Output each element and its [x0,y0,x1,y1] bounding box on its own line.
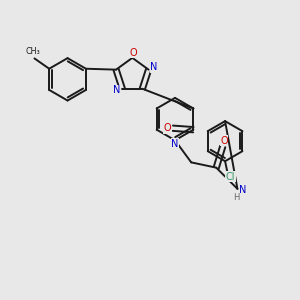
Text: O: O [130,48,138,58]
Text: N: N [113,85,121,95]
Text: H: H [233,193,239,202]
Text: O: O [164,123,171,133]
Text: CH₃: CH₃ [26,47,40,56]
Text: N: N [239,185,246,195]
Text: N: N [150,62,158,72]
Text: N: N [171,139,179,149]
Text: O: O [220,136,228,146]
Text: Cl: Cl [226,172,235,182]
